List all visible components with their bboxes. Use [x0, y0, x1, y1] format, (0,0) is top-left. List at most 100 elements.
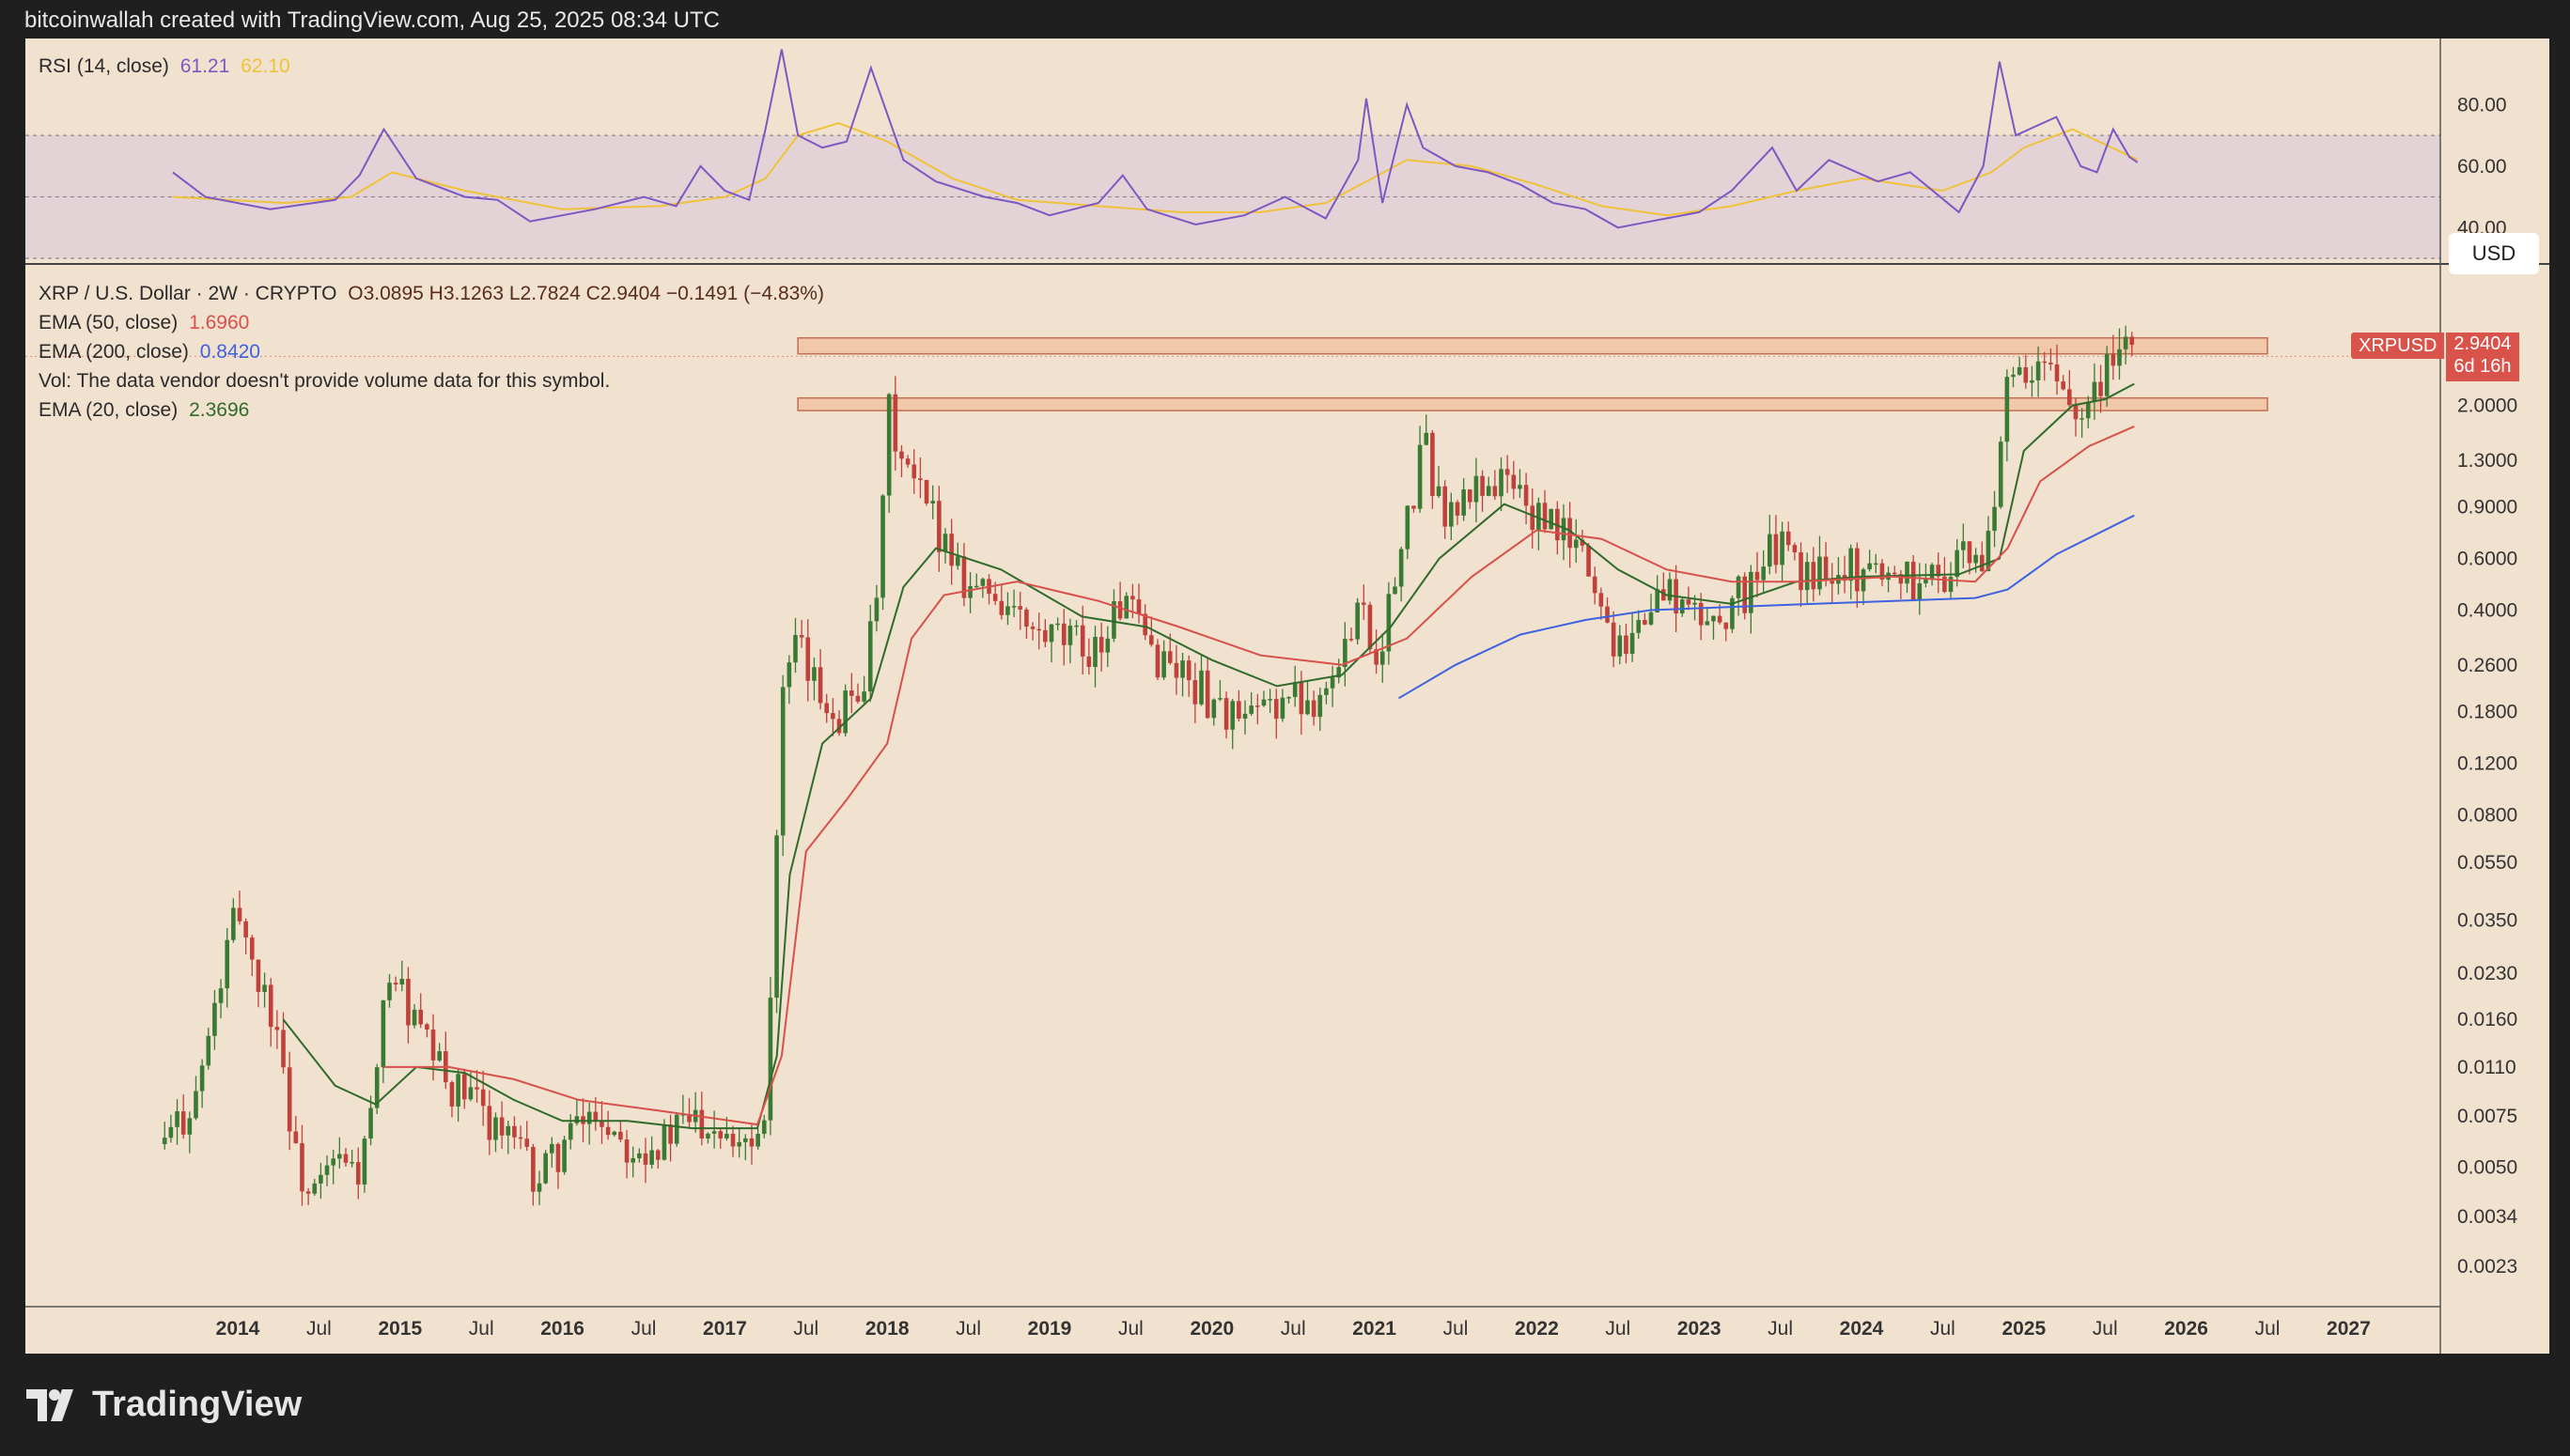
time-tick-label: 2024: [1840, 1318, 1884, 1340]
candle-down: [1754, 571, 1760, 581]
candle-down: [2061, 381, 2065, 390]
time-tick-label: 2017: [703, 1318, 747, 1340]
candle-up: [1074, 625, 1079, 627]
candle-down: [1442, 486, 1448, 527]
price-tick-label: 0.1200: [2457, 752, 2517, 774]
candle-down: [1098, 637, 1104, 653]
candle-up: [437, 1051, 442, 1061]
candle-up: [843, 690, 848, 734]
attribution-text: bitcoinwallah created with TradingView.c…: [24, 8, 720, 33]
candle-down: [1455, 502, 1460, 516]
symbol-title[interactable]: XRP / U.S. Dollar · 2W · CRYPTO: [39, 283, 337, 304]
candle-up: [574, 1116, 580, 1123]
candle-down: [1624, 635, 1628, 655]
candle-up: [374, 1067, 380, 1108]
candle-up: [886, 394, 892, 496]
price-zone-1[interactable]: [797, 336, 2268, 355]
candle-up: [1473, 475, 1479, 503]
candle-down: [855, 695, 861, 702]
ema200-line[interactable]: [1397, 514, 2135, 700]
candle-down: [730, 1133, 736, 1147]
candle-down: [1504, 469, 1510, 475]
price-tick-label: 0.4000: [2457, 599, 2517, 621]
candle-down: [237, 907, 242, 922]
price-tick-label: 0.0800: [2457, 804, 2517, 826]
price-tick-label: 0.0023: [2457, 1256, 2517, 1278]
price-tick-label: 0.0350: [2457, 909, 2517, 931]
candle-up: [1948, 577, 1954, 593]
candle-up: [1518, 485, 1522, 489]
candle-down: [305, 1191, 311, 1194]
price-tick-label: 0.0550: [2457, 852, 2517, 874]
ema20-line[interactable]: [282, 382, 2135, 1130]
rsi-legend: RSI (14, close) 61.21 62.10: [39, 55, 296, 78]
price-tag-price: 2.9404: [2453, 333, 2512, 354]
candle-down: [1823, 556, 1829, 581]
candle-up: [1199, 670, 1204, 705]
ema20-legend-label[interactable]: EMA (20, close): [39, 399, 179, 421]
candle-up: [1049, 624, 1054, 643]
candle-up: [1929, 565, 1935, 579]
candle-down: [992, 594, 998, 601]
chart-svg[interactable]: 80.0060.0040.002.00001.30000.90000.60000…: [25, 39, 2549, 1354]
candle-up: [761, 1120, 767, 1135]
candle-up: [1817, 556, 1822, 590]
candle-down: [1855, 548, 1860, 592]
candle-down: [1523, 485, 1529, 506]
candle-up: [1549, 508, 1553, 530]
rsi-legend-value: 61.21: [179, 55, 230, 77]
candle-up: [880, 495, 885, 598]
candle-up: [1848, 548, 1854, 581]
candle-up: [387, 983, 392, 1000]
candle-up: [2104, 353, 2110, 396]
ema50-legend-label[interactable]: EMA (50, close): [39, 312, 179, 333]
candle-up: [1617, 635, 1623, 657]
candle-up: [793, 635, 798, 663]
candle-down: [593, 1111, 599, 1122]
candle-up: [812, 667, 817, 681]
time-tick-label: 2023: [1677, 1318, 1721, 1340]
candle-up: [218, 988, 224, 1003]
candle-up: [774, 835, 779, 999]
currency-button[interactable]: USD: [2449, 233, 2539, 274]
candle-up: [755, 1134, 760, 1147]
candle-up: [1093, 637, 1098, 667]
candle-up: [399, 979, 405, 985]
candle-up: [562, 1139, 567, 1172]
candle-up: [2011, 374, 2016, 378]
ema50-line[interactable]: [383, 425, 2135, 1126]
candle-up: [350, 1162, 354, 1164]
candle-up: [1955, 550, 1959, 578]
candle-down: [1605, 606, 1610, 623]
candle-down: [949, 534, 954, 566]
candle-up: [1636, 620, 1642, 633]
candle-down: [406, 979, 411, 1026]
ema200-legend-label[interactable]: EMA (200, close): [39, 341, 189, 363]
candle-down: [518, 1137, 523, 1139]
candle-down: [1223, 698, 1229, 730]
ema200-legend-value: 0.8420: [199, 341, 260, 363]
time-tick-label: 2020: [1190, 1318, 1234, 1340]
chart-panel[interactable]: 80.00 60.00 40.00 2.0000 1.3000 0.9000 0.6000 0…: [25, 39, 2549, 1354]
candle-up: [199, 1065, 205, 1092]
price-zone-2[interactable]: [797, 396, 2268, 411]
price-tick-label: 0.0160: [2457, 1009, 2517, 1030]
price-tick-label: 0.0050: [2457, 1157, 2517, 1179]
candle-down: [937, 501, 942, 552]
price-tick-label: 0.0034: [2457, 1206, 2518, 1228]
candle-up: [662, 1124, 667, 1160]
candle-up: [1005, 606, 1010, 615]
candle-down: [1742, 576, 1748, 613]
candle-up: [862, 691, 866, 702]
candle-up: [550, 1143, 554, 1154]
rsi-line: [172, 49, 2139, 229]
candle-up: [711, 1131, 717, 1134]
candle-up: [312, 1183, 318, 1194]
candle-up: [537, 1183, 542, 1192]
tradingview-logo[interactable]: TradingView: [26, 1385, 302, 1425]
candle-up: [1804, 562, 1810, 591]
candle-up: [194, 1091, 198, 1119]
candle-up: [1992, 506, 1997, 532]
candle-down: [343, 1154, 349, 1163]
time-tick-label: Jul: [793, 1318, 818, 1340]
